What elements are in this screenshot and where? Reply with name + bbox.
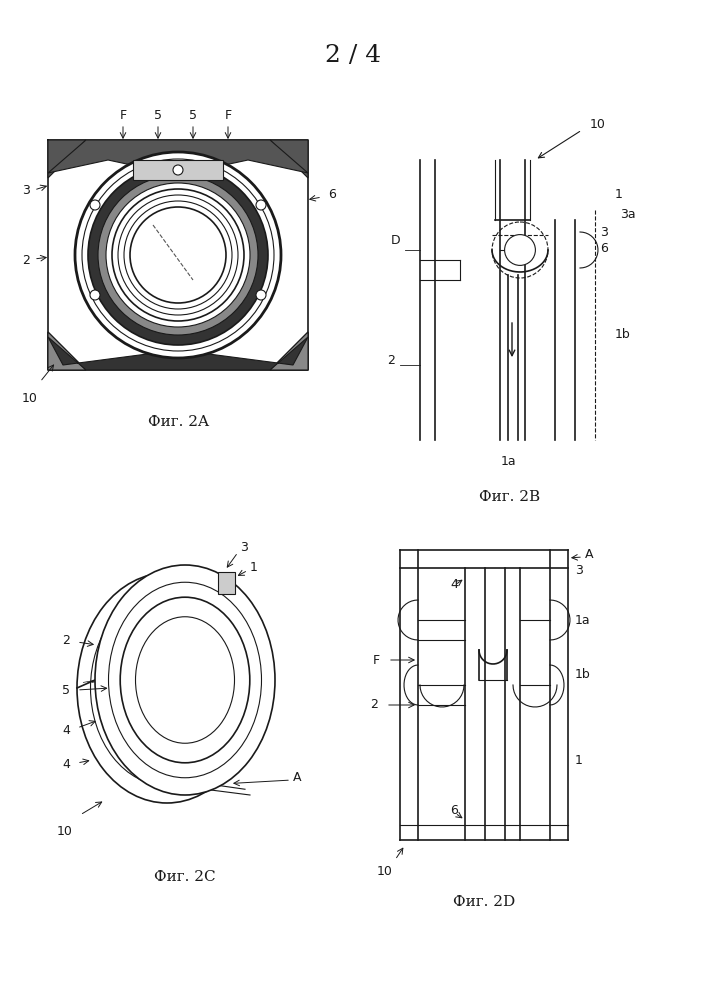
Circle shape	[112, 189, 244, 321]
Text: Фиг. 2D: Фиг. 2D	[453, 895, 515, 909]
Text: 10: 10	[22, 392, 38, 405]
Circle shape	[106, 183, 250, 327]
Polygon shape	[270, 332, 308, 370]
Circle shape	[75, 152, 281, 358]
Circle shape	[90, 200, 100, 210]
Text: 2: 2	[22, 253, 30, 266]
Polygon shape	[218, 572, 235, 594]
Text: 1: 1	[250, 561, 258, 574]
Circle shape	[88, 165, 268, 345]
Text: 4: 4	[62, 724, 70, 736]
Text: Фиг. 2A: Фиг. 2A	[148, 415, 209, 429]
Text: 1: 1	[575, 754, 583, 766]
Polygon shape	[270, 140, 308, 178]
Text: 2: 2	[370, 698, 378, 712]
Text: 5: 5	[62, 684, 70, 696]
Polygon shape	[133, 160, 223, 180]
Text: F: F	[119, 109, 127, 122]
Text: 2 / 4: 2 / 4	[325, 43, 381, 66]
Circle shape	[124, 201, 232, 309]
Text: 3: 3	[575, 564, 583, 576]
Circle shape	[256, 200, 266, 210]
Text: 6: 6	[600, 241, 608, 254]
Circle shape	[90, 290, 100, 300]
Polygon shape	[48, 332, 86, 370]
Text: 5: 5	[154, 109, 162, 122]
Circle shape	[118, 195, 238, 315]
Text: 10: 10	[57, 825, 73, 838]
Text: F: F	[373, 654, 380, 666]
Circle shape	[505, 235, 535, 265]
Text: 10: 10	[377, 865, 393, 878]
Ellipse shape	[136, 617, 235, 743]
Polygon shape	[48, 140, 308, 175]
Polygon shape	[48, 337, 308, 370]
Text: 4: 4	[450, 578, 458, 591]
Text: Фиг. 2C: Фиг. 2C	[154, 870, 216, 884]
Text: 3: 3	[600, 226, 608, 238]
Ellipse shape	[95, 565, 275, 795]
Polygon shape	[270, 332, 308, 370]
Text: 3a: 3a	[620, 209, 636, 222]
Text: 1a: 1a	[575, 613, 590, 626]
Text: 1a: 1a	[500, 455, 516, 468]
Text: 4: 4	[62, 758, 70, 772]
Text: 1b: 1b	[615, 328, 631, 342]
Circle shape	[256, 290, 266, 300]
Circle shape	[82, 159, 274, 351]
Text: F: F	[224, 109, 232, 122]
Text: 2: 2	[387, 354, 395, 366]
Text: 3: 3	[240, 541, 248, 554]
Circle shape	[98, 175, 258, 335]
Polygon shape	[48, 140, 86, 178]
Text: Фиг. 2B: Фиг. 2B	[479, 490, 541, 504]
Ellipse shape	[120, 597, 250, 763]
Text: 1b: 1b	[575, 668, 591, 682]
Text: 1: 1	[615, 188, 623, 202]
Text: 2: 2	[62, 634, 70, 647]
Circle shape	[130, 207, 226, 303]
Text: 3: 3	[22, 184, 30, 196]
Text: D: D	[390, 233, 400, 246]
Circle shape	[173, 165, 183, 175]
Text: A: A	[293, 771, 301, 784]
Text: 6: 6	[450, 804, 458, 816]
Ellipse shape	[108, 582, 262, 778]
Text: 6: 6	[328, 188, 336, 202]
Text: 5: 5	[189, 109, 197, 122]
Text: A: A	[585, 548, 593, 562]
Polygon shape	[48, 332, 86, 370]
Text: 10: 10	[590, 118, 606, 131]
